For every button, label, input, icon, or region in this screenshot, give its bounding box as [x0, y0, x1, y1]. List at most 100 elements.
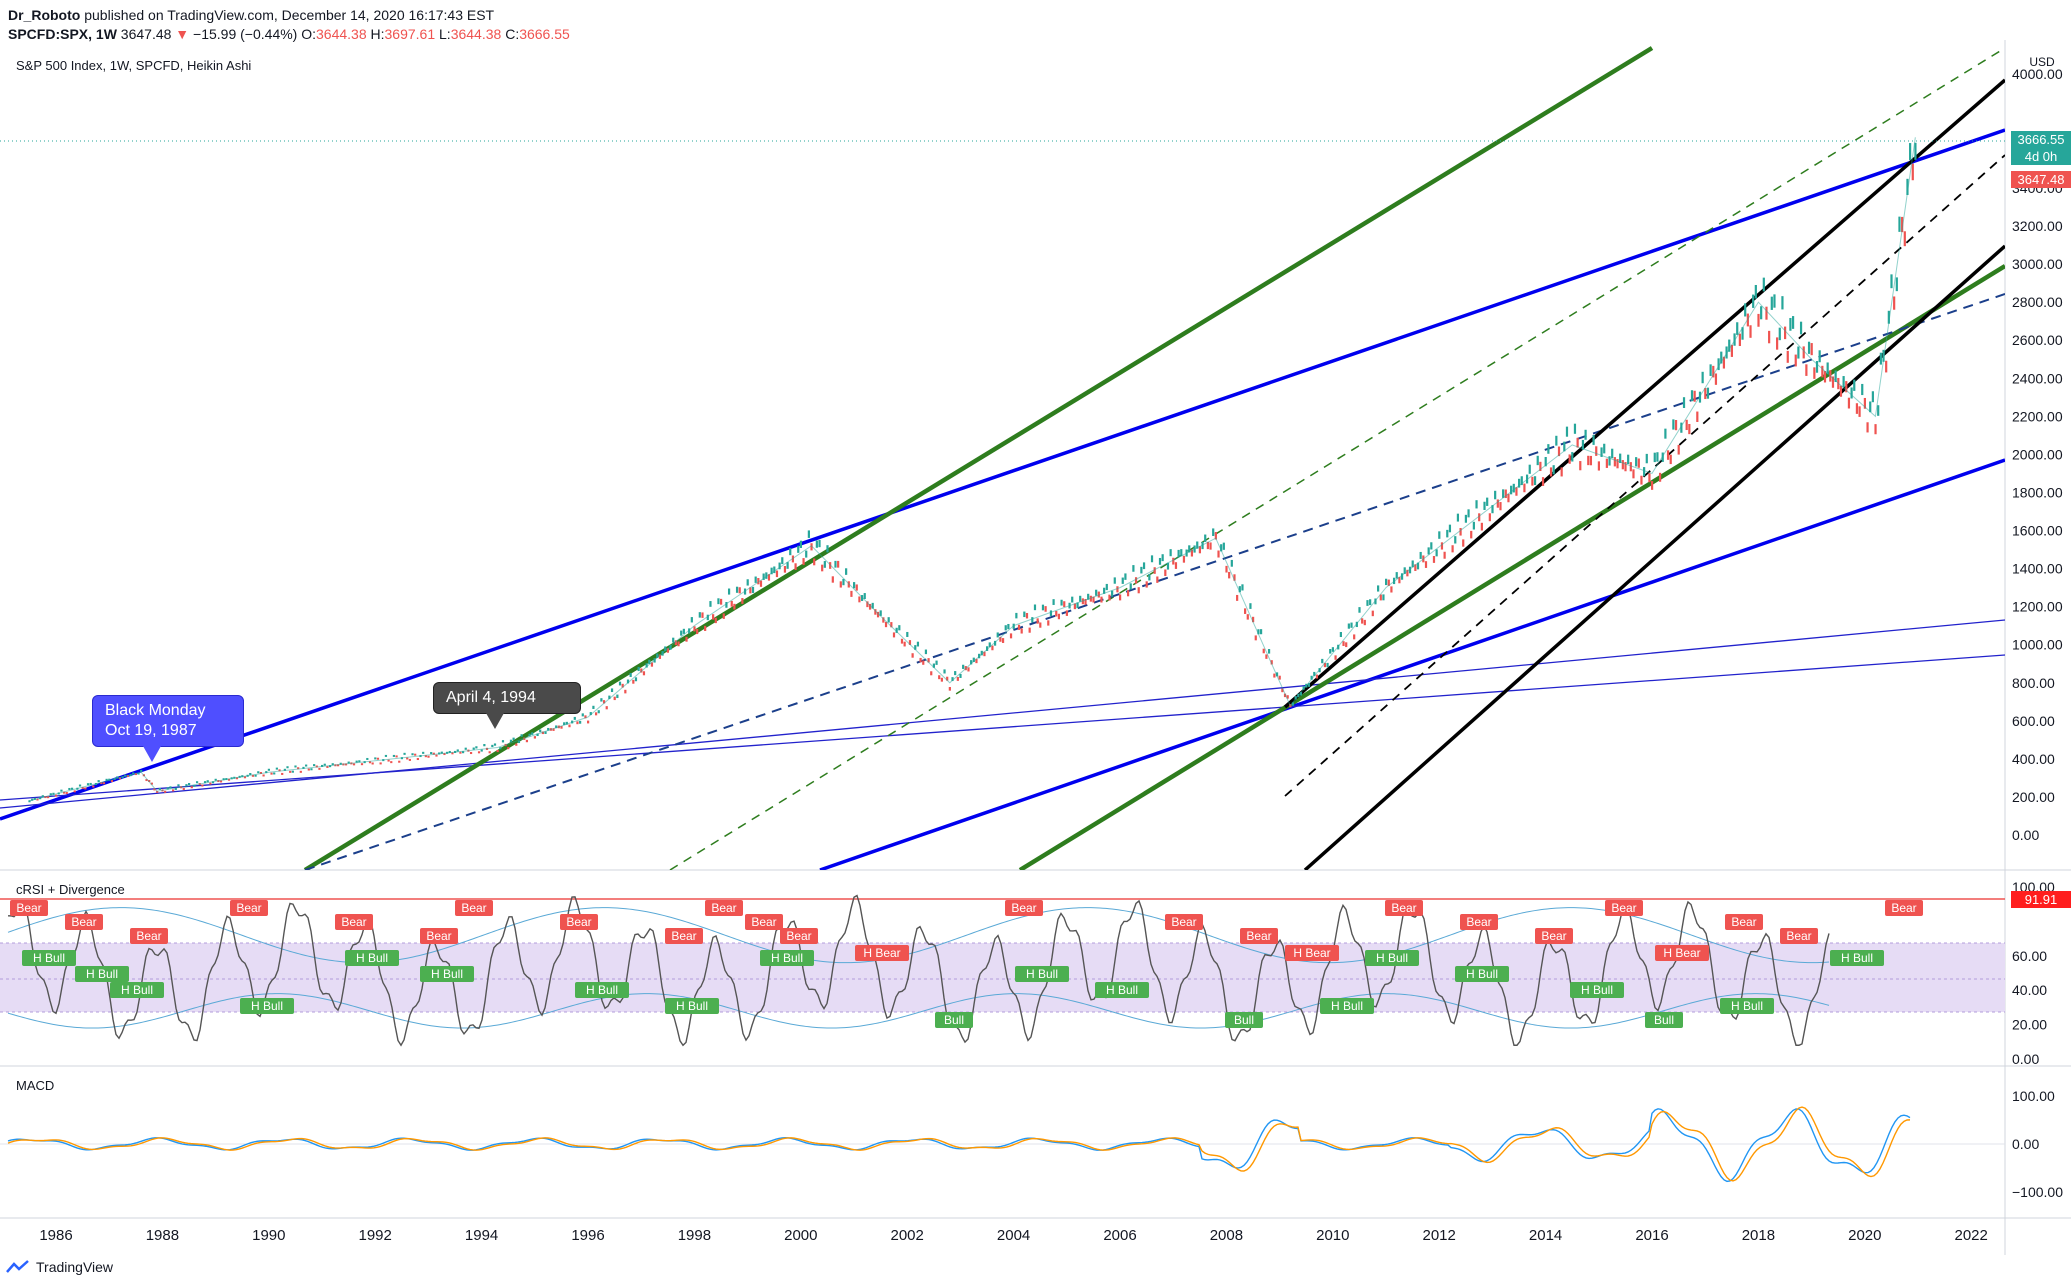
trendline-green-upper[interactable]: [303, 46, 1654, 870]
price-candle: [773, 566, 776, 574]
rsi-axis-tick: 0.00: [2012, 1051, 2039, 1067]
price-candle: [839, 581, 842, 588]
time-axis-tick: 2002: [891, 1227, 924, 1244]
price-candle: [68, 787, 71, 790]
price-candle: [712, 614, 715, 620]
price-candle: [435, 754, 438, 757]
trendline-blue-upper[interactable]: [0, 128, 2005, 821]
time-axis-tick: 1986: [39, 1227, 72, 1244]
price-candle: [786, 562, 789, 569]
price-candle: [1810, 343, 1813, 356]
price-candle: [105, 778, 108, 781]
price-candle: [581, 713, 584, 717]
time-axis[interactable]: 1986 1988 1990 1992 1994 1996 1998 2000 2002 2004…: [39, 1227, 1988, 1244]
price-candle: [954, 671, 957, 676]
price-candle: [209, 782, 212, 785]
rsi-panel[interactable]: Bear Bear Bear Bear Bear Bear Bear Bear Bear Bear…: [0, 894, 2005, 1047]
price-candle: [959, 674, 962, 678]
currency-label[interactable]: USD: [2029, 55, 2055, 69]
price-candle: [278, 769, 281, 772]
rsi-bear-label: Bear: [786, 929, 811, 943]
channel-lower[interactable]: [1303, 244, 2005, 870]
price-candle: [890, 622, 893, 628]
price-candle: [1084, 598, 1087, 605]
price-candle: [411, 753, 414, 756]
price-candle: [1531, 476, 1534, 486]
price-candle: [1637, 458, 1640, 468]
price-candle: [1134, 577, 1138, 584]
price-candle: [1212, 528, 1215, 536]
main-pane-title: S&P 500 Index, 1W, SPCFD, Heikin Ashi: [16, 58, 252, 73]
trendline-thin-1[interactable]: [0, 619, 2005, 809]
price-candle: [1645, 453, 1648, 464]
macd-series[interactable]: [7, 1106, 1911, 1183]
price-candle: [608, 695, 611, 700]
trendline-thin-2[interactable]: [0, 654, 2005, 801]
price-candle: [1706, 387, 1710, 399]
footer-brand[interactable]: TradingView: [6, 1259, 113, 1275]
price-candle: [390, 761, 393, 764]
price-candle: [669, 645, 672, 650]
price-candle: [1770, 296, 1773, 310]
callout-black-monday[interactable]: Black Monday Oct 19, 1987: [92, 695, 244, 762]
price-candle: [1533, 476, 1537, 486]
price-candle: [1424, 561, 1428, 568]
time-axis-tick: 2016: [1635, 1227, 1668, 1244]
price-candle: [1749, 325, 1752, 338]
macd-panel[interactable]: [0, 1106, 2005, 1183]
price-candle: [544, 731, 547, 734]
price-candle: [1677, 444, 1680, 455]
price-candle: [520, 734, 523, 737]
price-candle: [310, 768, 313, 771]
rsi-pane-title: cRSI + Divergence: [16, 882, 125, 897]
price-candle: [656, 653, 659, 658]
price-candle: [177, 784, 180, 787]
price-candle: [1879, 352, 1882, 365]
price-candle: [690, 617, 693, 623]
price-candle: [1834, 370, 1837, 382]
price-candle: [1541, 477, 1545, 486]
chart-canvas[interactable]: Bear Bear Bear Bear Bear Bear Bear Bear Bear Bear…: [0, 40, 2071, 1255]
price-candle: [751, 586, 755, 593]
callout-april-1994[interactable]: April 4, 1994: [433, 682, 581, 729]
price-candle: [552, 728, 555, 731]
price-axis[interactable]: 4000.003600.003400.003200.003000.002800.…: [2012, 66, 2063, 843]
price-candle: [1350, 622, 1353, 628]
price-candle: [621, 683, 624, 688]
author-name[interactable]: Dr_Roboto: [8, 7, 81, 23]
rsi-bear-label: Bear: [1891, 901, 1916, 915]
trendline-navy-dashed[interactable]: [304, 293, 2005, 870]
rsi-axis-tick: 20.00: [2012, 1017, 2047, 1033]
price-axis-tick: 1800.00: [2012, 484, 2063, 500]
rsi-hbull-label-bg: [1365, 950, 1419, 966]
rsi-series[interactable]: [7, 894, 1830, 1047]
price-candle: [1672, 419, 1675, 430]
price-candle: [916, 641, 920, 647]
price-candle: [1233, 574, 1236, 581]
trendline-green-lower[interactable]: [1018, 264, 2005, 870]
price-candle: [677, 641, 680, 647]
price-candle: [331, 763, 334, 766]
price-candle: [688, 628, 691, 634]
price-candle: [975, 658, 978, 664]
rsi-bear-label: Bear: [1171, 915, 1196, 929]
rsi-bull-label: Bull: [1234, 1013, 1254, 1027]
price-candle: [1241, 584, 1244, 591]
price-axis-tick: 1000.00: [2012, 637, 2063, 653]
price-candle: [1177, 549, 1180, 557]
trendlines[interactable]: [0, 46, 2005, 870]
macd-axis[interactable]: 100.00 0.00 −100.00: [2012, 1088, 2063, 1200]
price-candle: [424, 755, 427, 758]
macd-axis-tick: 100.00: [2012, 1088, 2055, 1104]
channel-upper[interactable]: [1283, 78, 2005, 709]
price-candle: [267, 768, 270, 771]
rsi-bear-label-bg: [10, 900, 48, 916]
price-candle: [235, 777, 239, 780]
price-candle: [1377, 585, 1380, 592]
trendline-green-dashed[interactable]: [669, 47, 2005, 870]
trendline-blue-lower[interactable]: [819, 458, 2005, 870]
price-candle: [118, 777, 122, 780]
price-series[interactable]: [28, 137, 1917, 803]
price-candle: [1627, 454, 1630, 465]
price-candle: [289, 770, 292, 773]
